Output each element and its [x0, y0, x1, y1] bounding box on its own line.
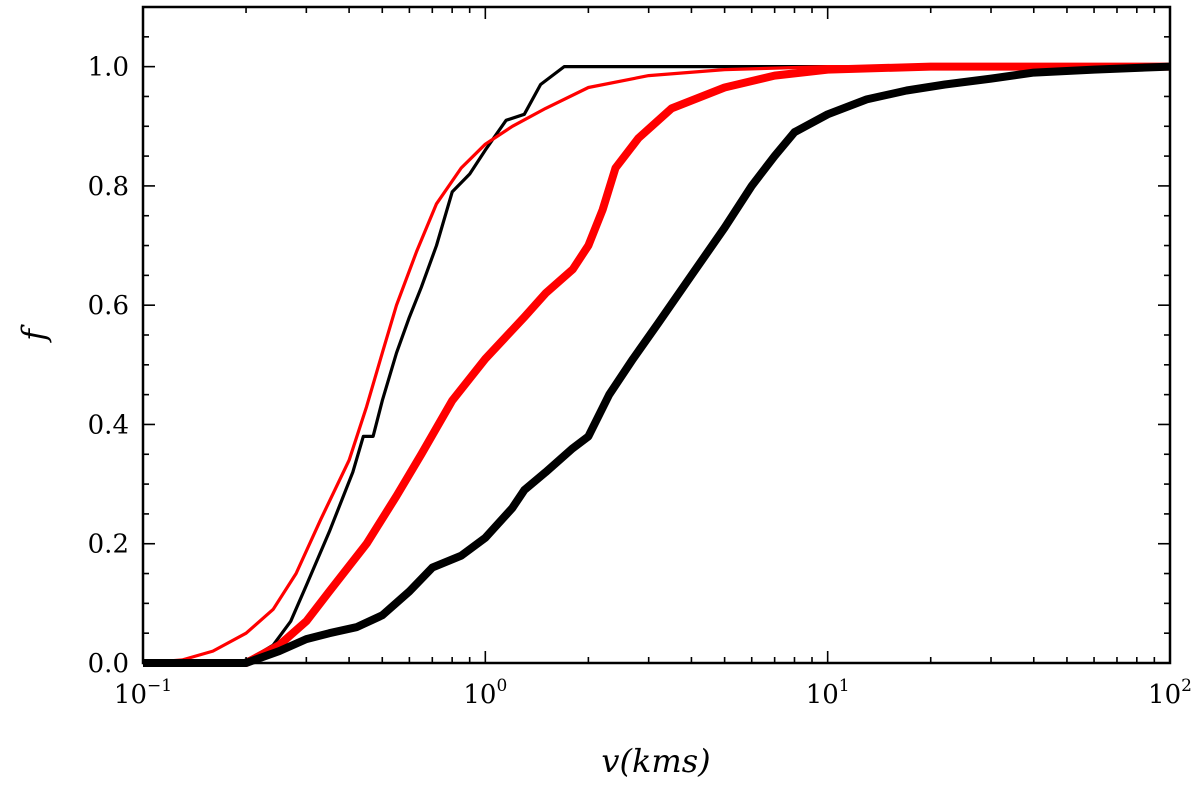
x-tick-exponent: −1 — [147, 676, 172, 696]
y-tick-label: 0.8 — [88, 172, 129, 202]
x-tick-label: 102 — [1148, 676, 1192, 710]
series-layer — [142, 62, 1171, 667]
y-tick-label: 0.2 — [88, 530, 129, 560]
x-tick-exponent: 2 — [1181, 676, 1192, 696]
y-tick-label: 1.0 — [88, 53, 129, 83]
series-line-thin-red — [142, 65, 1170, 665]
y-tick-label: 0.4 — [88, 410, 129, 440]
labels-layer: 0.00.20.40.60.81.010−1 100 101 102 — [88, 53, 1192, 710]
x-axis-title: v(kms) — [601, 742, 710, 780]
x-tick-label: 10−1 — [114, 676, 172, 710]
series-line-thick-red — [143, 62, 1170, 667]
x-tick-exponent: 1 — [839, 676, 850, 696]
y-axis-title: f — [15, 324, 53, 343]
ticks-layer — [142, 6, 1171, 664]
plot-frame — [141, 5, 1172, 665]
series-line-thin-black — [143, 65, 1170, 665]
series-line-thick-black — [143, 62, 1171, 667]
y-tick-label: 0.0 — [88, 649, 129, 679]
x-tick-label: 100 — [463, 676, 507, 710]
x-tick-exponent: 0 — [496, 676, 507, 696]
y-tick-label: 0.6 — [88, 291, 129, 321]
x-tick-label: 101 — [806, 676, 850, 710]
